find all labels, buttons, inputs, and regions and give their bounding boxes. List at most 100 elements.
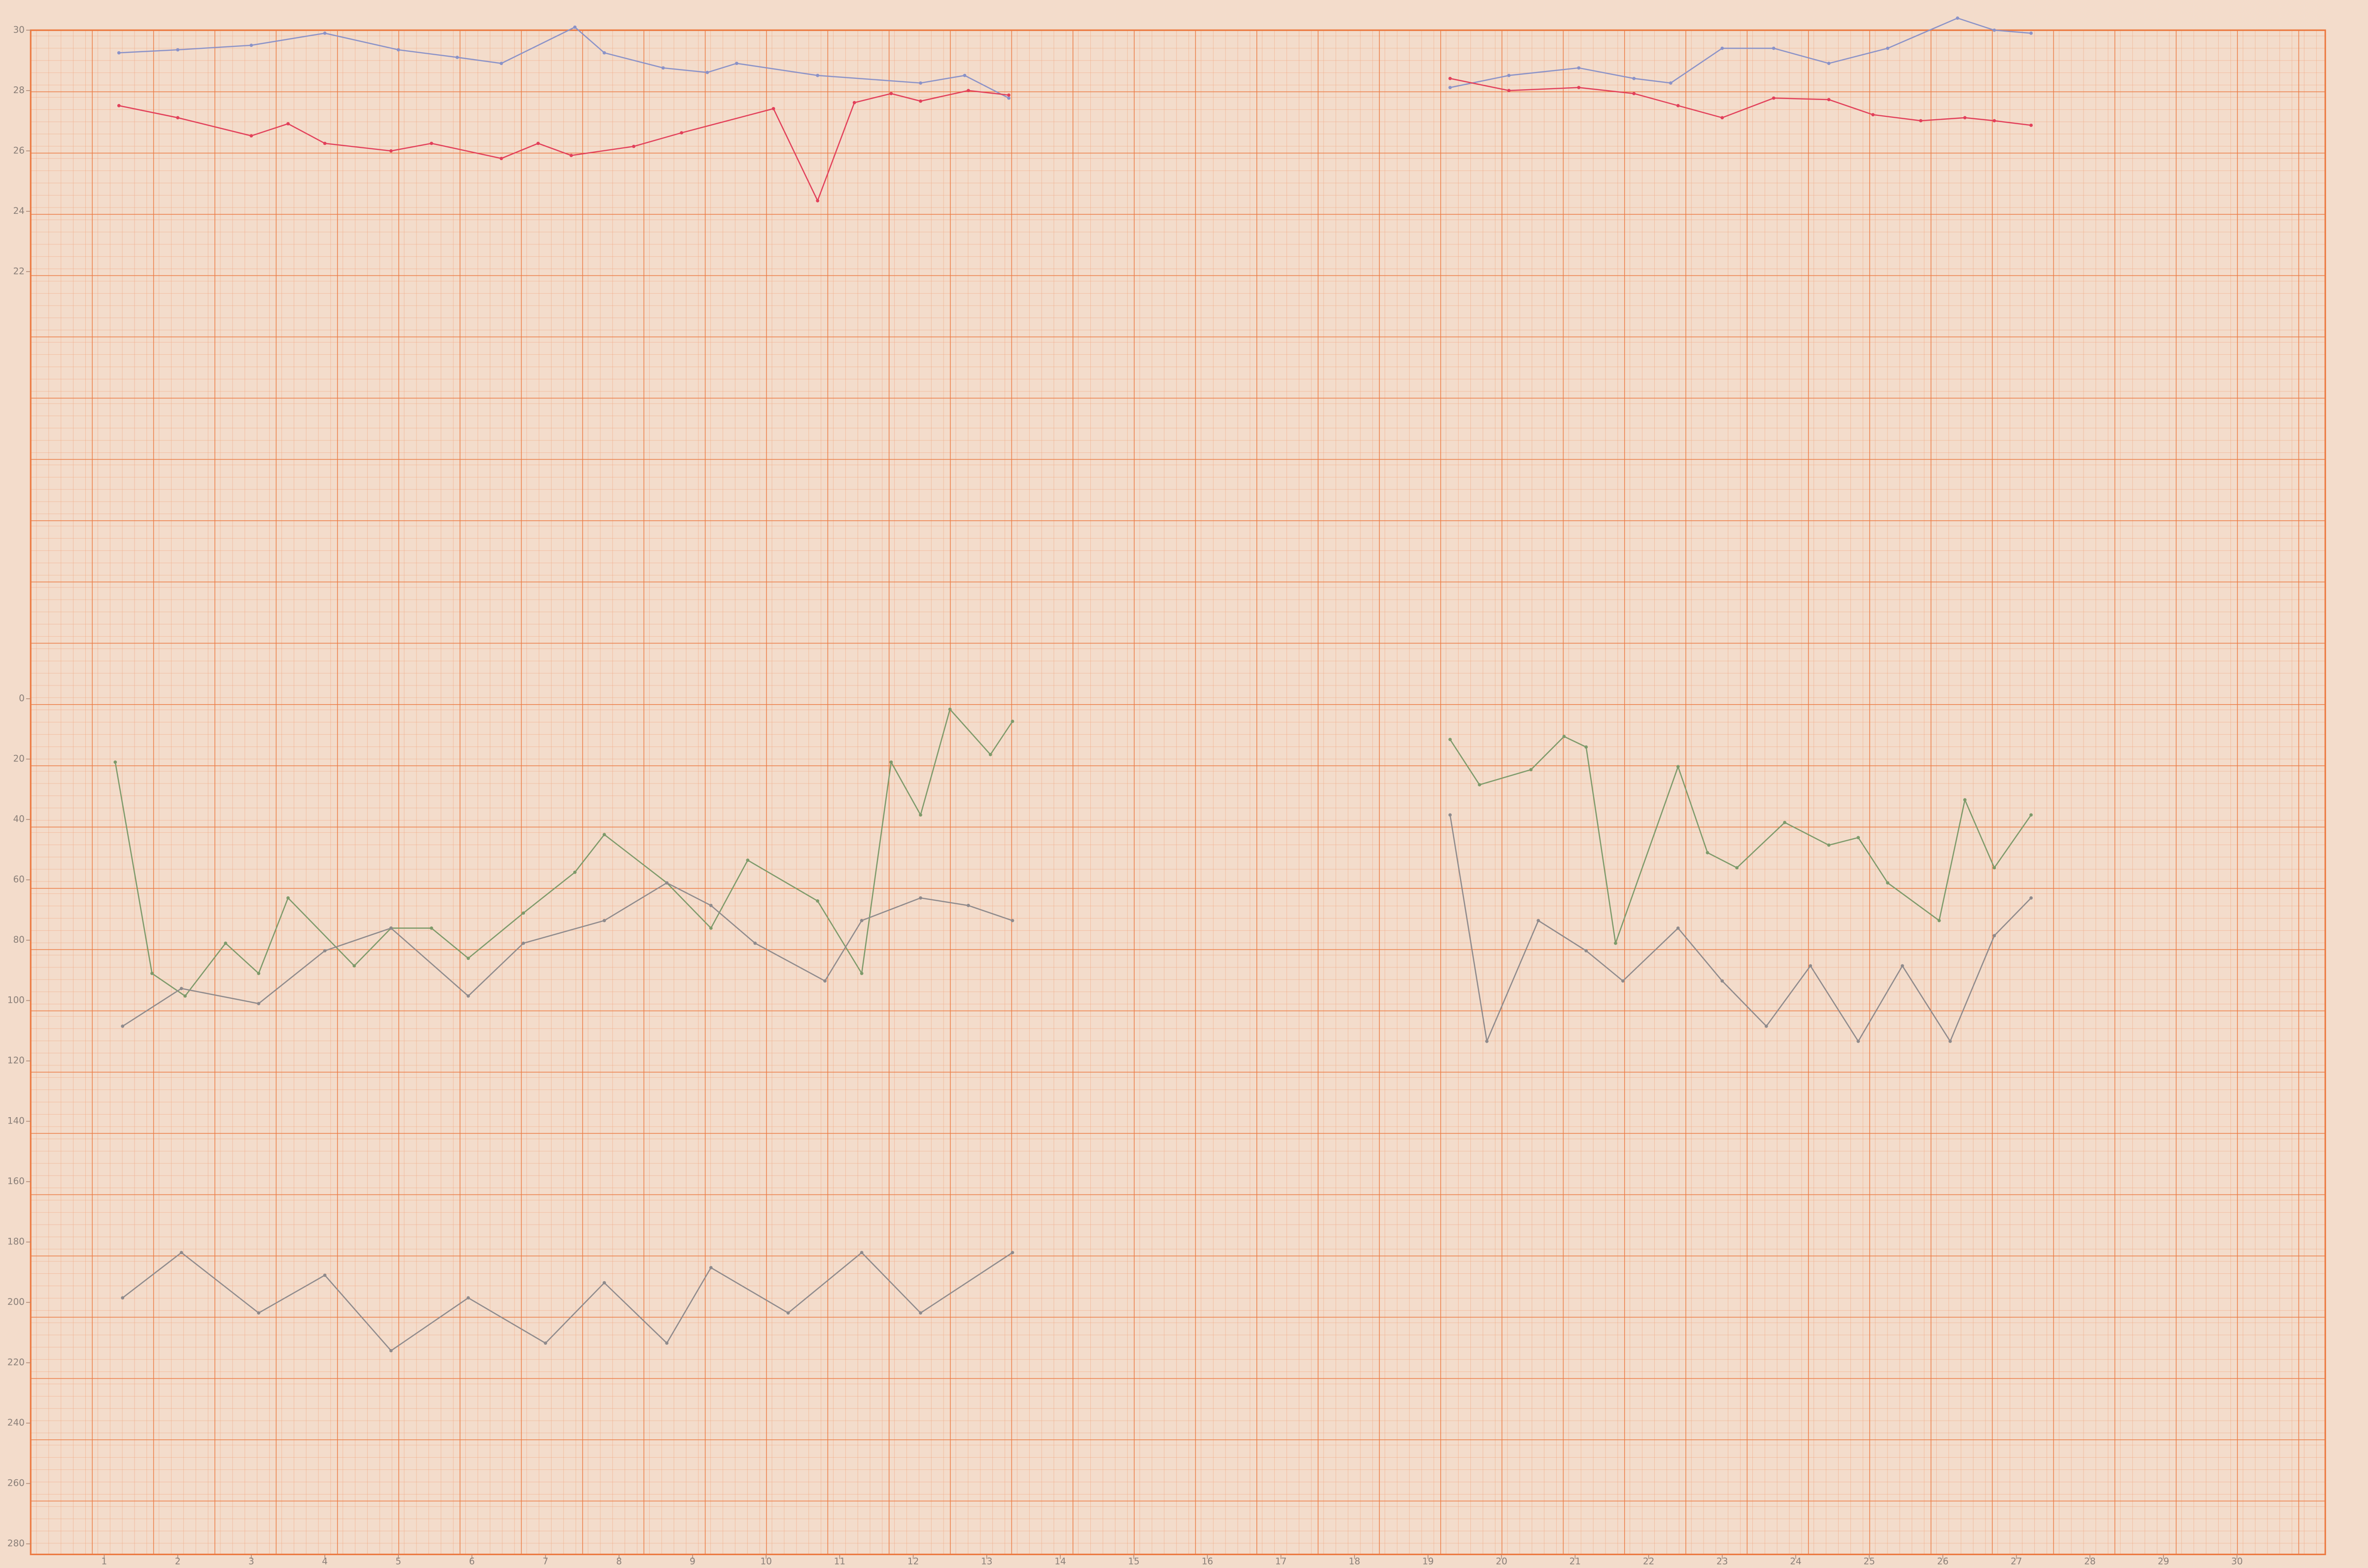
data-point — [2029, 32, 2033, 35]
data-point — [1809, 964, 1812, 968]
data-point — [249, 43, 253, 47]
data-point — [257, 1311, 261, 1315]
data-point — [705, 70, 709, 74]
data-point — [1919, 119, 1923, 123]
data-point — [1886, 881, 1889, 885]
x-tick-label: 5 — [395, 1557, 401, 1567]
data-point — [967, 904, 970, 907]
x-tick-label: 17 — [1275, 1557, 1287, 1567]
data-point — [602, 1281, 606, 1285]
data-point — [1856, 836, 1860, 840]
data-point — [1485, 1039, 1489, 1043]
data-point — [1448, 813, 1452, 817]
data-point — [389, 926, 393, 930]
data-point — [967, 89, 970, 93]
data-point — [286, 896, 290, 900]
data-point — [1783, 820, 1787, 824]
data-point — [948, 708, 952, 711]
data-point — [1992, 119, 1996, 123]
data-point — [466, 994, 470, 998]
data-point — [1669, 81, 1672, 85]
data-point — [522, 911, 525, 915]
data-point — [1720, 46, 1724, 50]
data-point — [466, 1296, 470, 1300]
data-point — [1577, 86, 1581, 89]
data-point — [499, 62, 503, 65]
data-point — [889, 92, 893, 96]
y-tick-label: 200 — [7, 1297, 25, 1307]
data-point — [1507, 89, 1511, 93]
y-tick-label: 240 — [7, 1418, 25, 1428]
data-point — [389, 149, 393, 153]
data-point — [1937, 919, 1941, 922]
x-tick-label: 29 — [2158, 1557, 2169, 1567]
x-tick-label: 13 — [981, 1557, 992, 1567]
x-tick-label: 10 — [761, 1557, 772, 1567]
data-point — [1536, 919, 1540, 922]
data-point — [1827, 62, 1831, 65]
data-point — [1871, 113, 1875, 117]
x-tick-label: 21 — [1569, 1557, 1581, 1567]
data-point — [183, 994, 187, 998]
data-point — [1827, 98, 1831, 102]
x-tick-label: 28 — [2084, 1557, 2095, 1567]
y-tick-label: 160 — [7, 1176, 25, 1187]
data-point — [1507, 73, 1511, 77]
x-tick-label: 27 — [2011, 1557, 2022, 1567]
data-point — [1529, 768, 1533, 772]
data-point — [1621, 979, 1625, 983]
data-point — [680, 131, 684, 135]
x-tick-label: 16 — [1202, 1557, 1213, 1567]
data-point — [573, 870, 577, 874]
data-point — [735, 62, 738, 65]
data-point — [1010, 919, 1014, 922]
data-point — [816, 899, 820, 903]
y-tick-label: 100 — [7, 995, 25, 1005]
data-point — [1676, 104, 1680, 107]
data-point — [569, 154, 573, 157]
data-point — [919, 1311, 922, 1315]
data-point — [396, 48, 400, 52]
data-point — [1856, 1039, 1860, 1043]
x-tick-label: 4 — [322, 1557, 328, 1567]
y-tick-label: 20 — [13, 753, 25, 764]
data-point — [536, 141, 540, 145]
y-tick-label: 40 — [13, 814, 25, 824]
data-point — [1706, 851, 1709, 854]
data-point — [352, 964, 356, 968]
x-tick-label: 19 — [1422, 1557, 1433, 1567]
data-point — [988, 752, 992, 756]
data-point — [1478, 783, 1481, 786]
data-point — [286, 122, 290, 126]
x-tick-label: 1 — [102, 1557, 107, 1567]
data-point — [179, 1251, 183, 1255]
y-tick-label: 140 — [7, 1116, 25, 1126]
data-point — [786, 1311, 790, 1315]
data-point — [602, 51, 606, 55]
data-point — [1963, 116, 1967, 120]
data-point — [1676, 926, 1680, 930]
data-point — [249, 134, 253, 137]
data-point — [121, 1296, 125, 1300]
data-point — [919, 99, 922, 103]
x-tick-label: 25 — [1864, 1557, 1875, 1567]
data-point — [121, 1024, 125, 1028]
y-tick-label: 80 — [13, 935, 25, 945]
data-point — [499, 157, 503, 160]
data-point — [1992, 866, 1996, 870]
data-point — [889, 760, 893, 764]
data-point — [1007, 93, 1010, 97]
data-point — [1448, 738, 1452, 742]
x-tick-label: 30 — [2231, 1557, 2243, 1567]
data-point — [1827, 843, 1831, 847]
data-point — [771, 107, 775, 110]
data-point — [709, 904, 713, 907]
data-point — [1901, 964, 1904, 968]
x-tick-label: 11 — [834, 1557, 845, 1567]
data-point — [1676, 765, 1680, 769]
y-tick-label: 24 — [13, 206, 25, 216]
x-tick-label: 3 — [248, 1557, 254, 1567]
data-point — [1448, 86, 1452, 89]
data-point — [860, 919, 864, 922]
data-point — [746, 858, 750, 862]
